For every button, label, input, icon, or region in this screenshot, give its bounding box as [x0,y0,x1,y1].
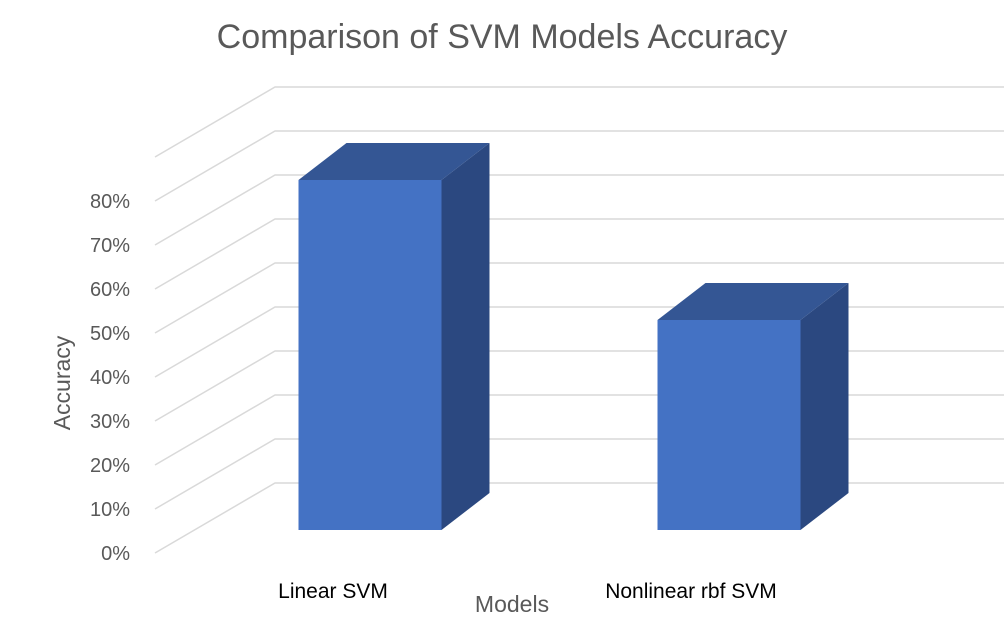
bar-front [298,180,442,530]
gridlines [154,86,1004,554]
y-tick-label: 10% [90,499,130,521]
y-tick-label: 30% [90,411,130,433]
y-tick-label: 40% [90,367,130,389]
y-tick-label: 0% [101,543,130,565]
gridline [154,482,1004,554]
y-tick-label: 80% [90,191,130,213]
x-category-label: Nonlinear rbf SVM [605,580,777,603]
gridline [154,350,1004,422]
bars [298,143,849,530]
y-tick-label: 50% [90,323,130,345]
x-axis-categories: Linear SVM Nonlinear rbf SVM [278,580,777,603]
gridline [154,306,1004,378]
gridline [154,174,1004,246]
y-tick-label: 70% [90,235,130,257]
gridline [154,218,1004,290]
bar-front [657,320,801,530]
chart-title: Comparison of SVM Models Accuracy [216,18,788,56]
gridline [154,394,1004,466]
gridline [154,262,1004,334]
x-category-label: Linear SVM [278,580,388,603]
bar-top [298,143,490,180]
y-tick-label: 60% [90,279,130,301]
bar-side [441,143,490,530]
gridline [154,438,1004,510]
y-tick-label: 20% [90,455,130,477]
y-axis-title: Accuracy [49,335,75,430]
bar [298,143,490,530]
x-axis-title: Models [475,591,549,617]
gridline [154,86,1004,158]
y-axis-ticks: 0% 10% 20% 30% 40% 50% 60% 70% 80% [90,191,130,565]
bar [657,283,849,530]
bar-top [657,283,849,320]
gridline [154,130,1004,202]
bar-side [800,283,849,530]
